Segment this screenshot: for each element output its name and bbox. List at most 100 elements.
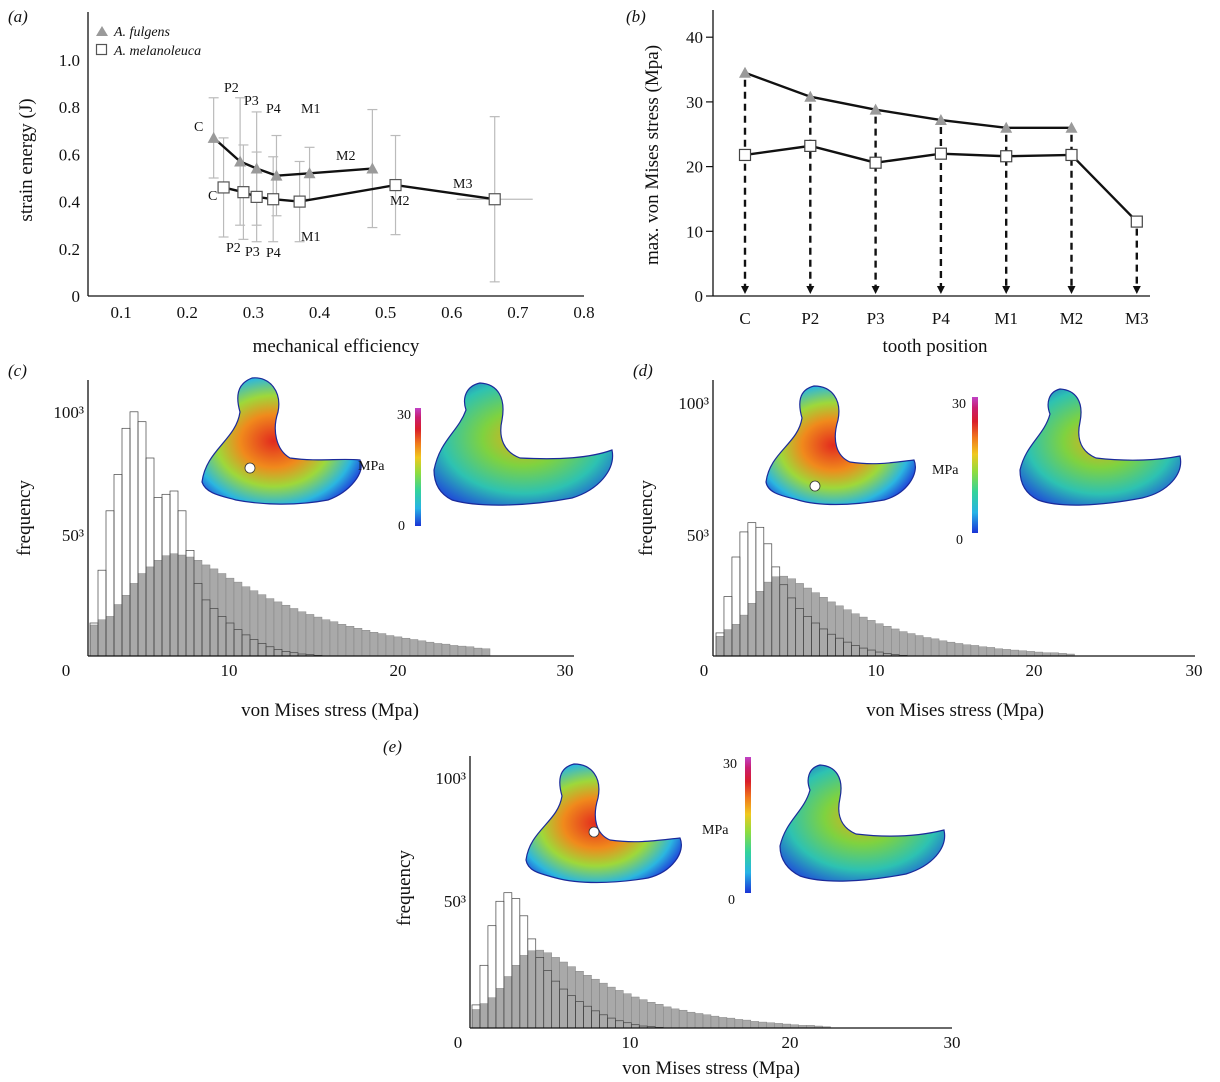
panel-d: (d) 0 10 20 30 100³ 50³ von Mises stress… (633, 361, 1203, 721)
e-histogram (471, 892, 831, 1029)
b-x-ticks: C P2 P3 P4 M1 M2 M3 (739, 309, 1148, 328)
b-point-fulgens (739, 66, 751, 78)
a-y-tick-label: 0.6 (59, 145, 80, 164)
c-colorbar-unit: MPa (358, 459, 385, 474)
d-hist-bar-grey (731, 624, 741, 657)
b-x-tick-label: P4 (932, 309, 950, 328)
a-point-fulgens (270, 169, 283, 181)
c-hist-bar-grey (161, 555, 171, 657)
e-hist-bar-grey (686, 1011, 696, 1029)
c-hist-bar-grey (145, 566, 155, 657)
c-jaw-lingual-icon (201, 377, 362, 505)
e-colorbar-min: 0 (728, 893, 735, 908)
a-y-axis-title: strain energy (J) (16, 98, 37, 221)
e-hist-bar-grey (647, 1002, 656, 1029)
c-hist-bar-grey (153, 560, 163, 657)
e-hist-bar-grey (567, 966, 576, 1029)
d-hist-bar-grey (891, 628, 900, 657)
e-x-tick-label: 10 (622, 1033, 639, 1052)
a-point-melanoleuca (250, 190, 263, 203)
c-hist-bar-grey (329, 621, 339, 657)
e-hist-bar-grey (511, 965, 521, 1029)
a-x-tick-label: 0.4 (309, 303, 331, 322)
a-x-tick-label: 0.6 (441, 303, 462, 322)
b-point-melanoleuca (869, 156, 882, 169)
d-hist-bar-grey (994, 648, 1003, 657)
b-arrowhead-icon (871, 286, 880, 294)
c-hist-bar-grey (169, 553, 179, 657)
b-point-fulgens (1065, 121, 1078, 133)
e-colorbar-max: 30 (723, 757, 737, 772)
c-x-tick-label: 0 (62, 661, 71, 680)
c-hist-bar-grey (449, 645, 459, 657)
e-hist-bar-grey (551, 957, 560, 1029)
c-colorbar-min: 0 (398, 519, 405, 534)
legend-melanoleuca: A. melanoleuca (113, 44, 201, 59)
panel-c: (c) 0 10 20 30 100³ 50³ von Mises stress… (8, 361, 614, 721)
a-label-melanoleuca-m3: M3 (453, 177, 472, 192)
a-point-fulgens (207, 131, 220, 143)
d-hist-bar-grey (779, 575, 788, 657)
c-hist-bar-grey (193, 560, 203, 657)
panel-e-label: (e) (383, 737, 402, 756)
c-hist-bar-grey (297, 611, 307, 657)
c-hist-bar-grey (457, 645, 467, 657)
d-hist-bar-grey (843, 609, 852, 657)
panel-c-label: (c) (8, 361, 27, 380)
legend-square-icon (95, 43, 108, 56)
b-point-fulgens (934, 114, 947, 126)
a-x-tick-label: 0.7 (507, 303, 529, 322)
b-x-tick-label: P3 (867, 309, 885, 328)
a-label-fulgens-p4: P4 (266, 102, 281, 117)
c-hist-bar-grey (257, 594, 267, 657)
d-hist-bar-grey (763, 581, 772, 657)
c-histogram (89, 411, 491, 657)
e-hist-bar-grey (527, 950, 536, 1029)
b-arrowhead-icon (1132, 286, 1141, 294)
d-hist-bar-grey (875, 623, 884, 657)
d-x-axis-title: von Mises stress (Mpa) (866, 700, 1044, 721)
e-stress-map-left (525, 763, 682, 884)
e-y-axis-title: frequency (394, 850, 415, 926)
e-x-tick-label: 30 (944, 1033, 961, 1052)
d-hist-bar-grey (938, 640, 948, 657)
d-hist-bar-grey (970, 645, 980, 657)
a-x-tick-label: 0.5 (375, 303, 396, 322)
c-hist-bar-grey (281, 604, 291, 657)
c-y-axis-title: frequency (14, 480, 35, 556)
d-colorbar-max: 30 (952, 397, 966, 412)
d-hist-bar-grey (946, 641, 956, 657)
a-point-melanoleuca (217, 181, 230, 194)
a-label-fulgens-m1: M1 (301, 102, 320, 117)
c-hist-bar-grey (353, 628, 363, 657)
e-hist-bar-grey (694, 1013, 704, 1029)
e-x-tick-label: 0 (454, 1033, 463, 1052)
c-hist-bar-grey (201, 564, 211, 657)
e-hist-bar-grey (535, 949, 544, 1029)
c-hist-bar-grey (393, 636, 403, 657)
panel-d-label: (d) (633, 361, 653, 380)
e-y-tick-label: 50³ (444, 892, 466, 911)
a-point-labels: C P2 P3 P4 M1 M2 C P2 P3 P4 M1 M2 M3 (194, 81, 472, 261)
a-x-tick-label: 0.3 (243, 303, 264, 322)
e-hist-bar-grey (758, 1021, 767, 1029)
a-point-fulgens (303, 167, 316, 179)
b-y-axis-title: max. von Mises stress (Mpa) (642, 45, 663, 265)
a-x-tick-label: 0.8 (573, 303, 594, 322)
a-x-tick-label: 0.2 (177, 303, 198, 322)
b-y-ticks: 0 10 20 30 40 (686, 28, 703, 306)
d-hist-bar-grey (819, 597, 828, 657)
d-hist-bar-grey (787, 578, 796, 657)
c-stress-map-left (201, 377, 362, 505)
d-hist-bar-grey (739, 614, 749, 657)
d-hist-bar-grey (922, 637, 932, 657)
c-hist-bar-grey (217, 573, 227, 657)
c-hist-bar-grey (409, 639, 419, 657)
legend-fulgens: A. fulgens (113, 25, 171, 40)
a-point-fulgens (366, 162, 379, 174)
c-hist-bar-grey (113, 604, 123, 657)
e-x-axis-title: von Mises stress (Mpa) (622, 1058, 800, 1079)
d-condyle-marker-icon (809, 480, 821, 492)
c-colorbar-max: 30 (397, 408, 411, 423)
